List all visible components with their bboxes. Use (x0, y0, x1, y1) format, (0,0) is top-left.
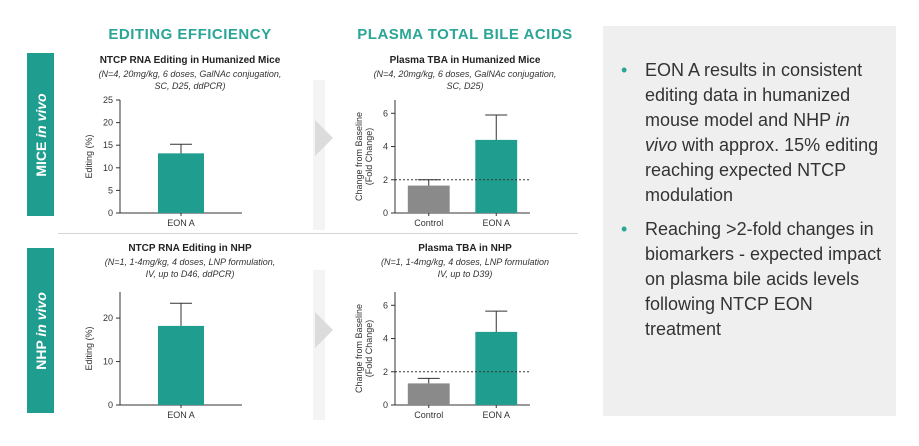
chart-title: Plasma TBA in Humanized Mice (389, 55, 541, 66)
y-tick-label: 25 (103, 95, 113, 105)
bar (158, 153, 204, 213)
bar (407, 383, 450, 405)
nhp-tba-chart: 0 2 4 6 Change from Baseline (Fold Change) Con… (354, 292, 530, 420)
y-tick-label: 6 (383, 300, 388, 310)
y-tick-label: 20 (103, 313, 113, 323)
chart-title: NTCP RNA Editing in NHP (128, 243, 252, 254)
chart-subtitle: (N=1, 1-4mg/kg, 4 doses, LNP formulation… (381, 257, 549, 279)
summary-bullet-list: • EON A results in consistent editing da… (617, 58, 882, 351)
y-axis-label: Change from Baseline (354, 304, 364, 393)
nhp-editing-chart: 0 10 20 Editing (%) EON A (84, 292, 242, 420)
mice-tba-chart: 0 2 4 6 Change from Baseline (Fold Change) Con… (354, 100, 530, 228)
chart-title: Plasma TBA in NHP (418, 243, 512, 254)
mice-row-label: MICE in vivo (27, 53, 54, 216)
chart-subtitle: (N=4, 20mg/kg, 6 doses, GalNAc conjugati… (373, 69, 557, 91)
mice-editing-chart: 0 5 10 15 20 25 Editing (%) EON A (84, 95, 242, 228)
summary-panel: • EON A results in consistent editing da… (603, 26, 896, 416)
arrow-right-icon (313, 270, 333, 420)
bar (475, 331, 518, 405)
row-divider (58, 233, 578, 234)
y-tick-label: 4 (383, 142, 388, 152)
y-tick-label: 20 (103, 118, 113, 128)
y-tick-label: 2 (383, 367, 388, 377)
y-axis-label: Editing (%) (84, 326, 94, 370)
y-tick-label: 4 (383, 334, 388, 344)
x-tick-label: EON A (482, 410, 510, 420)
y-tick-label: 5 (108, 185, 113, 195)
bullet-item: • Reaching >2-fold changes in biomarkers… (621, 219, 882, 339)
y-tick-label: 15 (103, 140, 113, 150)
y-tick-label: 0 (108, 208, 113, 218)
bar (158, 325, 204, 405)
chart-subtitle: (N=4, 20mg/kg, 6 doses, GalNAc conjugati… (98, 69, 282, 91)
y-axis-label: (Fold Change) (364, 128, 374, 186)
x-tick-label: Control (414, 218, 443, 228)
y-tick-label: 6 (383, 108, 388, 118)
plasma-tba-header: PLASMA TOTAL BILE ACIDS (357, 26, 573, 43)
y-axis-label: Editing (%) (84, 134, 94, 178)
bullet-item: • EON A results in consistent editing da… (621, 60, 879, 205)
editing-efficiency-header: EDITING EFFICIENCY (108, 26, 272, 43)
bullet-dot-icon: • (621, 219, 628, 239)
bar (475, 139, 518, 213)
x-tick-label: Control (414, 410, 443, 420)
y-tick-label: 0 (383, 208, 388, 218)
y-tick-label: 10 (103, 163, 113, 173)
bar (407, 185, 450, 213)
y-tick-label: 0 (383, 400, 388, 410)
y-tick-label: 10 (103, 357, 113, 367)
arrow-right-icon (313, 80, 333, 230)
chart-title: NTCP RNA Editing in Humanized Mice (99, 55, 281, 66)
nhp-row-label: NHP in vivo (27, 248, 54, 413)
x-tick-label: EON A (167, 218, 195, 228)
y-tick-label: 0 (108, 400, 113, 410)
bullet-dot-icon: • (621, 60, 628, 80)
x-tick-label: EON A (482, 218, 510, 228)
x-tick-label: EON A (167, 410, 195, 420)
y-axis-label: Change from Baseline (354, 112, 364, 201)
y-tick-label: 2 (383, 175, 388, 185)
chart-subtitle: (N=1, 1-4mg/kg, 4 doses, LNP formulation… (104, 257, 276, 279)
y-axis-label: (Fold Change) (364, 320, 374, 378)
